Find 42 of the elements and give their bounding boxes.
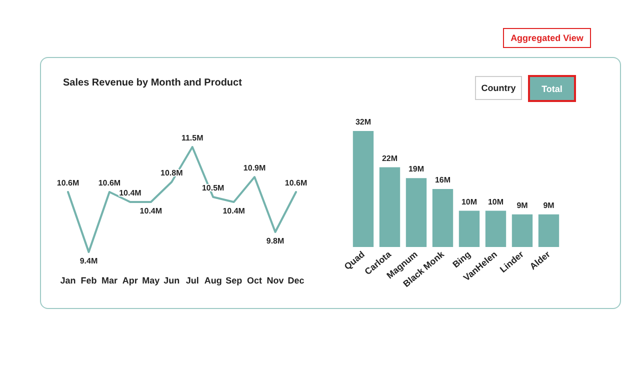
country-button: Country — [475, 76, 522, 100]
data-label: 11.5M — [181, 134, 204, 142]
bar — [512, 214, 533, 247]
bar — [406, 178, 427, 247]
bar — [379, 167, 400, 247]
data-label: 16M — [434, 176, 451, 184]
data-label: 10.6M — [56, 178, 80, 188]
x-tick-label: Oct — [247, 276, 262, 286]
data-label: 9.4M — [80, 256, 98, 266]
data-label: 10.6M — [284, 178, 308, 188]
x-tick-label: Feb — [80, 276, 98, 286]
bar — [458, 210, 480, 247]
chart-title: Sales Revenue by Month and Product — [63, 78, 243, 88]
data-label: 10.4M — [222, 206, 246, 216]
x-tick-label: Apr — [122, 276, 138, 286]
data-label: 9M — [543, 200, 555, 210]
bar — [485, 210, 506, 247]
bar — [538, 214, 560, 247]
x-tick-label: Jun — [164, 276, 180, 286]
bar — [352, 131, 374, 247]
bar — [432, 189, 454, 247]
x-tick-label: Dec — [288, 276, 304, 286]
data-label: 19M — [408, 164, 424, 174]
x-tick-label: Mar — [101, 276, 118, 286]
x-tick-label: Nov — [266, 276, 284, 286]
data-label: 9.8M — [266, 236, 284, 246]
data-label: 10.4M — [119, 188, 142, 198]
data-label: 10.9M — [243, 164, 266, 172]
x-tick-label: Aug — [204, 276, 222, 286]
data-label: 22M — [382, 154, 398, 163]
total-button: Total — [528, 75, 576, 102]
x-tick-label: May — [142, 276, 160, 286]
x-tick-label: Jul — [186, 276, 199, 286]
data-label: 9M — [516, 200, 528, 210]
data-label: 10.4M — [140, 206, 162, 216]
data-label: 10M — [461, 197, 478, 206]
data-label: 32M — [355, 118, 372, 126]
view-button: Aggregated View — [503, 28, 591, 48]
x-tick-label: Sep — [226, 276, 243, 286]
data-label: 10.6M — [98, 178, 121, 188]
data-label: 10M — [488, 197, 504, 206]
x-tick-label: Jan — [60, 276, 76, 286]
